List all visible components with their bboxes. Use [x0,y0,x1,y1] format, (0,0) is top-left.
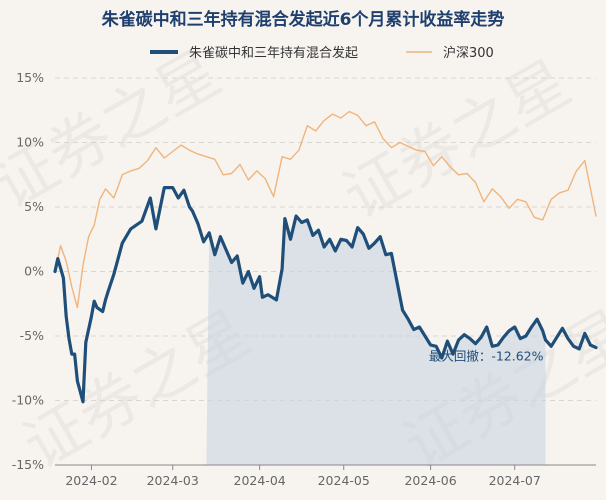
y-axis: 15% 10% 5% 0% -5% -10% -15% [12,70,44,472]
x-tick-label: 2024-06 [404,473,456,488]
series-line-index [54,110,597,309]
y-tick-label: 15% [16,70,44,85]
series-lines [53,110,598,404]
y-tick-label: 0% [24,264,44,279]
legend-item-index[interactable]: 沪深300 [406,45,494,61]
x-tick-label: 2024-03 [147,473,199,488]
x-tick-label: 2024-05 [318,473,370,488]
series-line-fund [53,186,598,404]
x-tick-label: 2024-02 [65,473,117,488]
x-axis: 2024-02 2024-03 2024-04 2024-05 2024-06 2024-… [55,464,596,488]
max-drawdown-label: 最大回撤：-12.62% [429,349,544,364]
y-tick-label: 5% [24,199,44,214]
y-tick-label: -15% [12,457,44,472]
drawdown-fill [206,216,546,465]
legend-item-fund[interactable]: 朱雀碳中和三年持有混合发起 [150,45,358,61]
chart-title: 朱雀碳中和三年持有混合发起近6个月累计收益率走势 [102,9,505,30]
legend: 朱雀碳中和三年持有混合发起 沪深300 [150,45,494,61]
legend-label-fund: 朱雀碳中和三年持有混合发起 [189,45,358,61]
legend-label-index: 沪深300 [443,45,494,61]
drawdown-area [206,216,546,465]
x-tick-label: 2024-07 [489,473,541,488]
y-tick-label: -5% [20,328,44,343]
y-tick-label: 10% [16,135,44,150]
y-tick-label: -10% [12,393,44,408]
x-tick-label: 2024-04 [234,473,286,488]
watermark-text: 证券之星 [331,46,582,233]
watermark-text: 证券之星 [0,36,232,223]
